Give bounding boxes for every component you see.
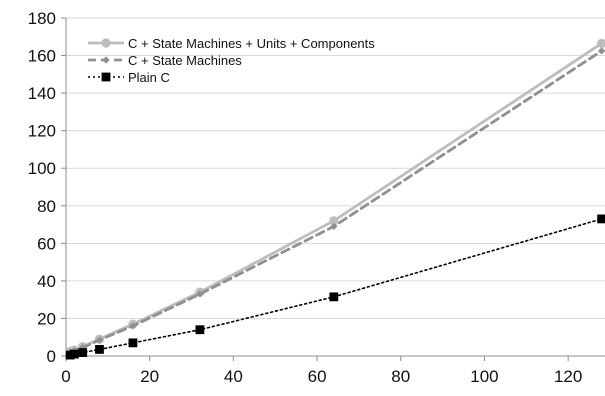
- axes: [61, 17, 605, 361]
- series-line-2: [69, 218, 603, 356]
- x-tick-label-6: 120: [554, 367, 582, 386]
- y-tick-label-6: 120: [28, 122, 56, 141]
- data-point-1-3: [95, 336, 104, 344]
- legend: C + State Machines + Units + Components C…: [88, 36, 375, 85]
- data-point-1-5: [196, 290, 204, 298]
- y-tick-label-8: 160: [28, 47, 56, 66]
- y-tick-label-9: 180: [28, 9, 56, 28]
- tick-labels: 0 20 40 60 80 100 120 140 160 180 0 20 40 60 80 100 120: [28, 9, 583, 386]
- legend-swatch-marker-1: [102, 56, 110, 64]
- x-tick-label-5: 100: [470, 367, 498, 386]
- data-point-1-4: [129, 322, 137, 330]
- data-point-2-4: [128, 338, 138, 348]
- data-point-1-7: [598, 47, 605, 55]
- data-point-2-2: [78, 348, 88, 358]
- series-2: [65, 214, 605, 360]
- y-tick-label-3: 60: [37, 234, 56, 253]
- data-point-2-5: [195, 325, 205, 335]
- data-point-1-2: [79, 343, 87, 352]
- legend-entry-2: Plain C: [88, 70, 170, 85]
- x-tick-label-4: 80: [391, 367, 410, 386]
- legend-label-0: C + State Machines + Units + Components: [128, 36, 375, 51]
- series-0: [65, 38, 605, 356]
- y-tick-label-5: 100: [28, 159, 56, 178]
- legend-entry-1: C + State Machines: [88, 53, 242, 68]
- data-point-2-7: [597, 214, 605, 224]
- x-tick-label-2: 40: [224, 367, 243, 386]
- y-tick-label-2: 40: [37, 272, 56, 291]
- legend-swatch-marker-2: [101, 72, 111, 82]
- grid-lines: [66, 17, 605, 319]
- y-tick-label-1: 20: [37, 309, 56, 328]
- x-tick-label-3: 60: [308, 367, 327, 386]
- x-tick-label-0: 0: [61, 367, 70, 386]
- legend-swatch-marker-0: [101, 38, 111, 48]
- y-tick-label-4: 80: [37, 197, 56, 216]
- x-tick-label-1: 20: [140, 367, 159, 386]
- data-point-2-6: [329, 292, 339, 302]
- y-tick-label-0: 0: [47, 347, 56, 366]
- series-layer: [65, 38, 605, 360]
- data-point-1-6: [330, 222, 338, 231]
- y-tick-label-7: 140: [28, 84, 56, 103]
- legend-label-1: C + State Machines: [128, 53, 242, 68]
- data-point-0-7: [597, 38, 605, 48]
- data-point-0-6: [329, 216, 339, 226]
- legend-label-2: Plain C: [128, 70, 170, 85]
- series-line-0: [68, 41, 604, 353]
- data-point-2-1: [69, 349, 79, 359]
- legend-entry-0: C + State Machines + Units + Components: [88, 36, 375, 51]
- data-point-2-3: [95, 345, 104, 354]
